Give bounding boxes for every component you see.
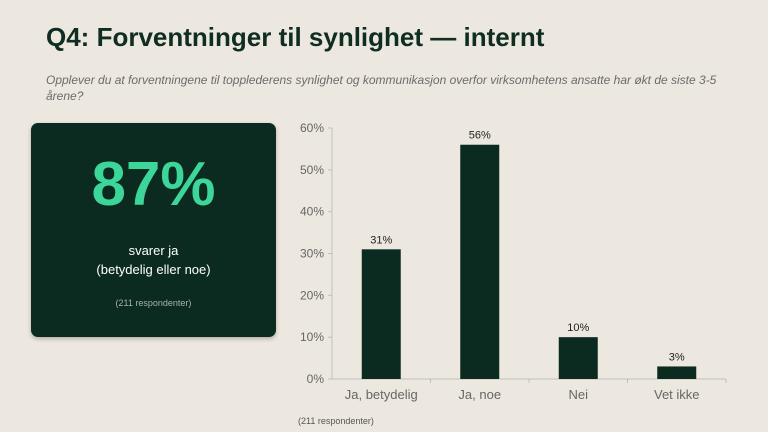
bar-data-label: 31% bbox=[370, 234, 392, 246]
x-category-label: Nei bbox=[568, 387, 588, 402]
question-subtitle: Opplever du at forventningene til topple… bbox=[46, 73, 717, 103]
bar-data-label: 10% bbox=[567, 322, 589, 334]
kpi-label-line2: (betydelig eller noe) bbox=[96, 262, 211, 277]
page-title: Q4: Forventninger til synlighet — intern… bbox=[46, 22, 545, 52]
x-category-label: Ja, noe bbox=[458, 387, 501, 402]
y-tick-label: 0% bbox=[307, 372, 325, 386]
y-tick-label: 30% bbox=[300, 247, 324, 261]
bar bbox=[657, 366, 697, 379]
y-tick-label: 60% bbox=[300, 121, 324, 135]
y-tick-label: 40% bbox=[300, 205, 324, 219]
y-tick-label: 50% bbox=[300, 163, 324, 177]
chart-footnote: (211 respondenter) bbox=[298, 416, 374, 426]
kpi-label-line1: svarer ja bbox=[128, 243, 179, 258]
kpi-respondent-note: (211 respondenter) bbox=[115, 298, 192, 308]
bar-data-label: 3% bbox=[669, 351, 685, 363]
kpi-label: svarer ja (betydelig eller noe) bbox=[31, 241, 276, 279]
bar-data-label: 56% bbox=[469, 130, 491, 142]
bar bbox=[361, 249, 401, 379]
bar bbox=[558, 337, 598, 379]
x-category-label: Vet ikke bbox=[654, 387, 700, 402]
kpi-card: 87% svarer ja (betydelig eller noe) (211… bbox=[31, 123, 276, 337]
kpi-value: 87% bbox=[91, 150, 216, 219]
y-tick-label: 10% bbox=[300, 330, 324, 344]
x-category-label: Ja, betydelig bbox=[345, 387, 418, 402]
y-tick-label: 20% bbox=[300, 288, 324, 302]
bar bbox=[460, 144, 500, 379]
